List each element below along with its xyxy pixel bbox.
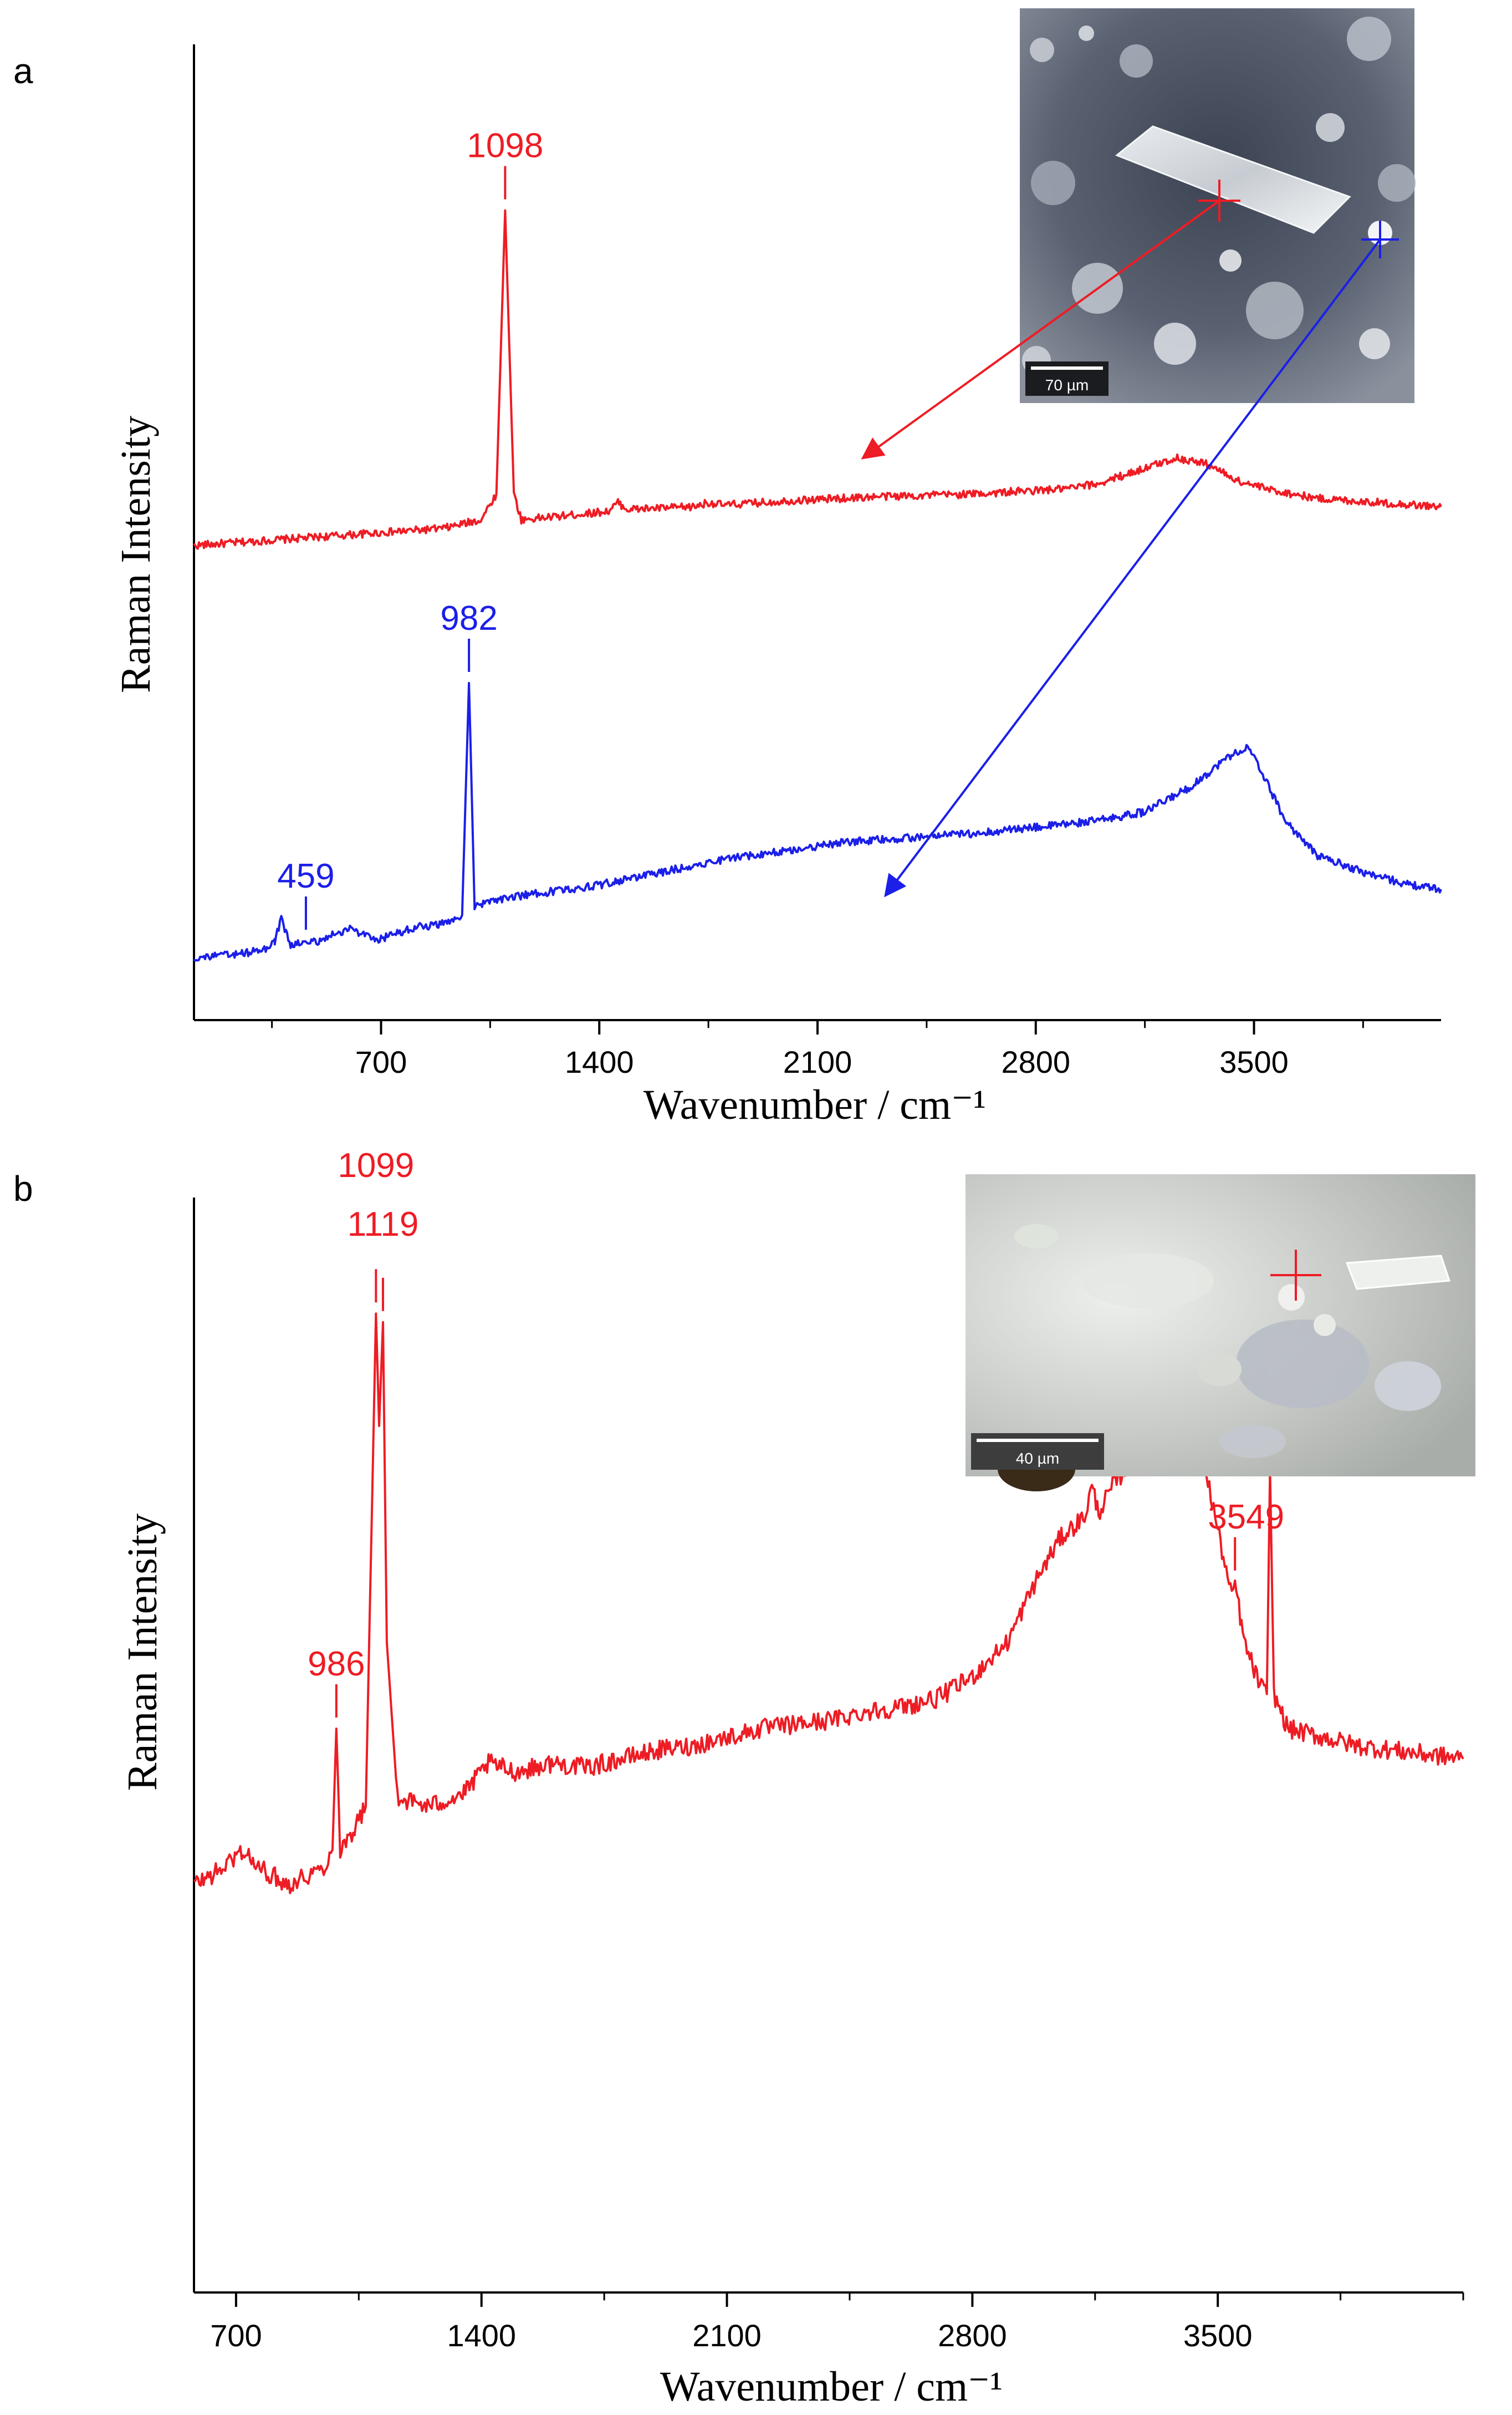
x-tick-label: 2100 bbox=[692, 2318, 762, 2353]
panel-b-letter: b bbox=[13, 1169, 33, 1209]
micrograph-b: 40 µm bbox=[966, 1174, 1475, 1491]
panel-b-axes bbox=[193, 1198, 1463, 2294]
peak-label-986: 986 bbox=[308, 1645, 365, 1683]
series-0-line bbox=[193, 1312, 1464, 1894]
peak-label-1099: 1099 bbox=[338, 1147, 414, 1185]
micrograph-a: 70 µm bbox=[1020, 8, 1416, 403]
micrograph-b-particles bbox=[1014, 1224, 1441, 1458]
panel-a-y-axis-title: Raman Intensity bbox=[113, 416, 159, 693]
micrograph-a-background bbox=[1020, 8, 1414, 403]
micrograph-a-crystal bbox=[1115, 125, 1351, 234]
x-tick-label: 3500 bbox=[1219, 1045, 1289, 1079]
x-tick-label: 1400 bbox=[447, 2318, 516, 2353]
x-tick-label: 2800 bbox=[938, 2318, 1007, 2353]
panel-b-x-axis-title: Wavenumber / cm⁻¹ bbox=[660, 2363, 1003, 2410]
x-tick-label: 2800 bbox=[1001, 1045, 1070, 1079]
series-1-line bbox=[193, 682, 1442, 962]
x-tick-label: 3500 bbox=[1183, 2318, 1253, 2353]
x-tick-label: 2100 bbox=[783, 1045, 852, 1079]
peak-label-459: 459 bbox=[277, 857, 334, 895]
panel-a: a 700 1400 2100 2800 3500 Raman Intensity Wa… bbox=[13, 8, 1442, 1128]
peak-label-3549: 3549 bbox=[1208, 1498, 1284, 1536]
peak-label-1119: 1119 bbox=[348, 1205, 419, 1244]
x-tick-label: 700 bbox=[355, 1045, 407, 1079]
arrow-red-to-spectrum bbox=[861, 200, 1220, 460]
panel-a-x-axis-title: Wavenumber / cm⁻¹ bbox=[643, 1082, 986, 1128]
panel-a-x-ticks: 700 1400 2100 2800 3500 bbox=[271, 1020, 1364, 1079]
series-0-line bbox=[193, 209, 1442, 550]
panel-a-letter: a bbox=[13, 51, 33, 91]
panel-b-series bbox=[193, 1312, 1464, 1894]
micrograph-b-scale-label: 40 µm bbox=[1016, 1450, 1059, 1467]
panel-b: b 700 1400 2100 2800 3500 Raman Intensity Wa… bbox=[13, 1147, 1475, 2410]
panel-a-peak-labels: 1098 459 982 bbox=[277, 127, 543, 930]
panel-a-series bbox=[193, 209, 1442, 962]
micrograph-b-crystal bbox=[1345, 1255, 1451, 1290]
micrograph-b-red-cross bbox=[1270, 1250, 1321, 1301]
panel-b-x-ticks: 700 1400 2100 2800 3500 bbox=[210, 2292, 1464, 2353]
x-tick-label: 700 bbox=[210, 2318, 262, 2353]
panel-b-y-axis-title: Raman Intensity bbox=[119, 1514, 166, 1791]
peak-label-1098: 1098 bbox=[467, 127, 543, 165]
micrograph-a-scale-label: 70 µm bbox=[1045, 376, 1089, 394]
arrow-blue-to-spectrum bbox=[884, 238, 1381, 898]
micrograph-b-background bbox=[966, 1174, 1475, 1476]
peak-label-982: 982 bbox=[440, 599, 497, 638]
x-tick-label: 1400 bbox=[565, 1045, 634, 1079]
